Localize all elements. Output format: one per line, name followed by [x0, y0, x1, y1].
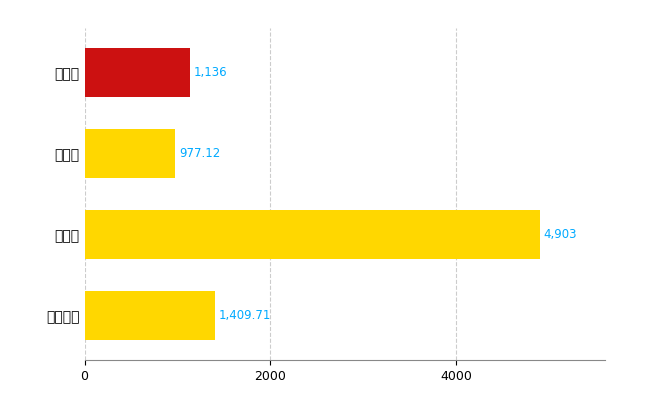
- Text: 977.12: 977.12: [179, 147, 220, 160]
- Text: 4,903: 4,903: [543, 228, 577, 241]
- Bar: [84, 48, 190, 97]
- Bar: [84, 291, 215, 340]
- Text: 1,136: 1,136: [194, 66, 228, 79]
- Bar: [84, 210, 540, 259]
- Text: 1,409.71: 1,409.71: [219, 309, 272, 322]
- Bar: [84, 129, 176, 178]
